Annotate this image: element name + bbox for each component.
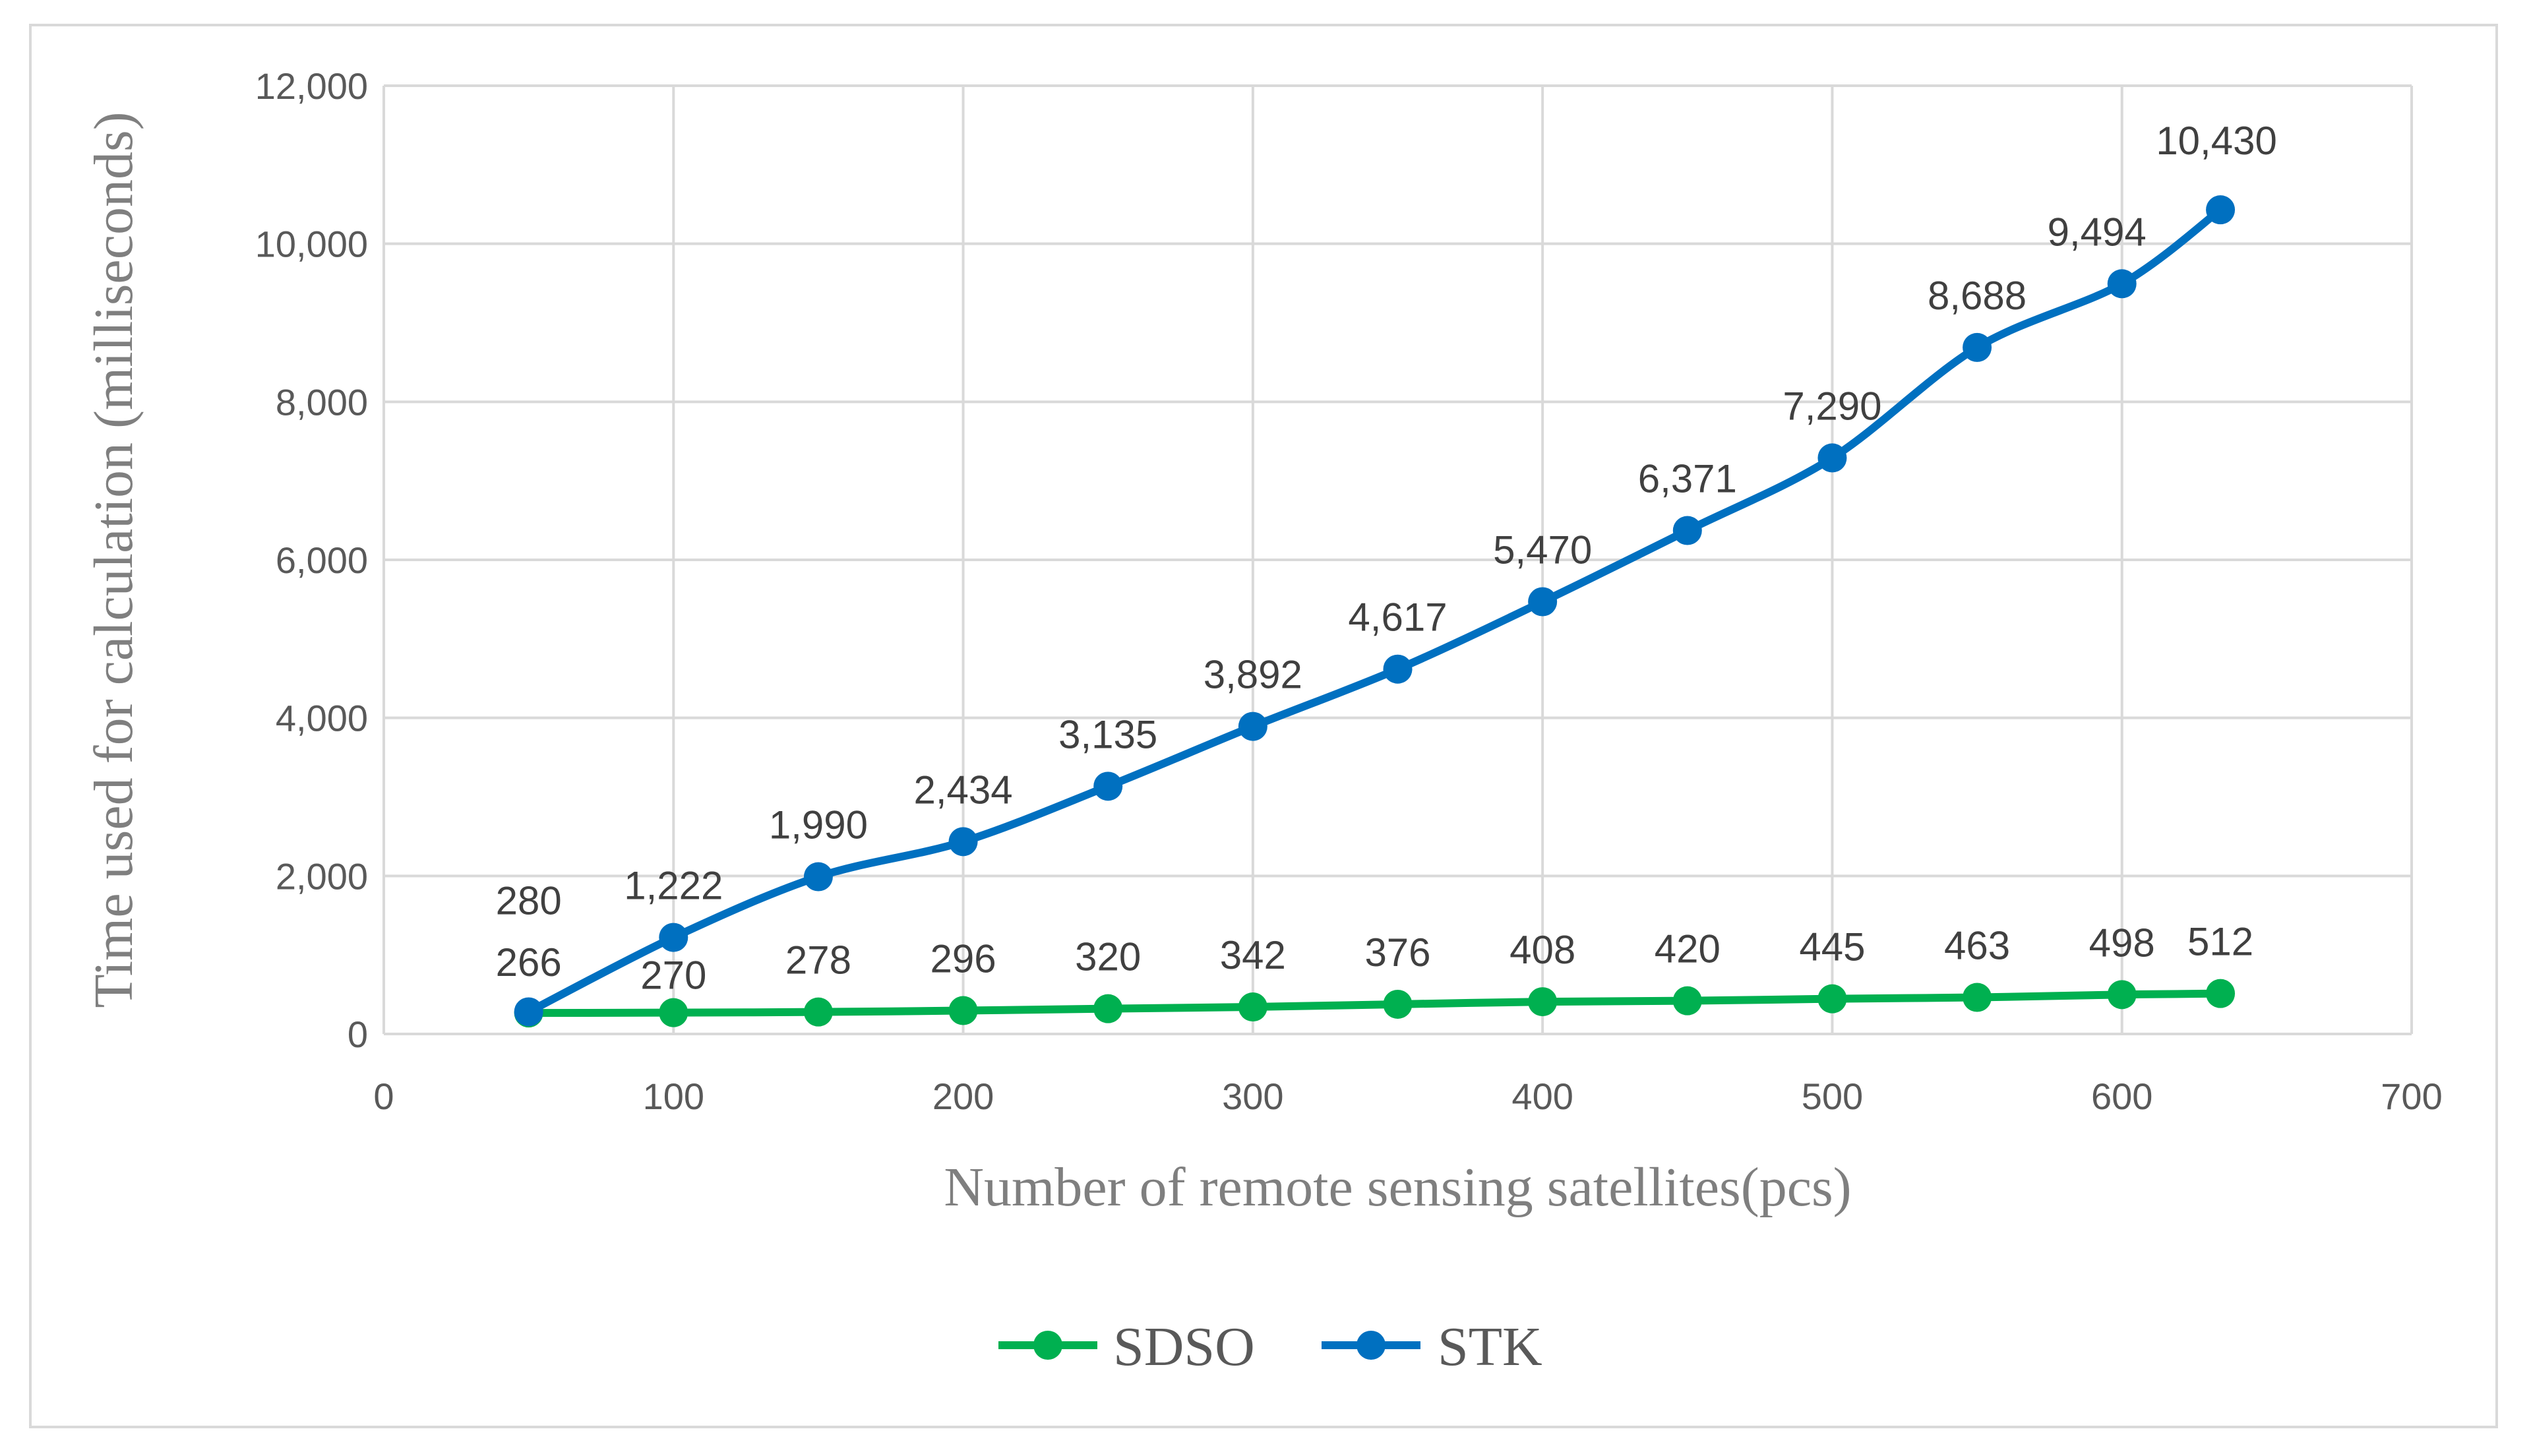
sdso-point <box>659 998 688 1027</box>
legend-stk-label: STK <box>1438 1316 1542 1378</box>
stk-point <box>948 827 978 857</box>
legend: SDSO STK <box>998 1316 1542 1378</box>
y-tick-label: 10,000 <box>255 224 368 265</box>
sdso-data-label: 408 <box>1509 928 1575 972</box>
sdso-data-label: 420 <box>1655 927 1721 971</box>
stk-data-label: 1,222 <box>624 864 723 908</box>
sdso-point <box>1093 994 1123 1023</box>
sdso-data-label: 278 <box>785 938 851 983</box>
sdso-data-label: 463 <box>1944 924 2010 968</box>
stk-data-label: 4,617 <box>1348 595 1447 640</box>
sdso-point <box>1238 992 1267 1022</box>
x-axis-title: Number of remote sensing satellites(pcs) <box>944 1157 1851 1218</box>
y-tick-label: 12,000 <box>255 65 368 107</box>
sdso-point <box>1383 989 1413 1019</box>
sdso-data-label: 266 <box>496 940 562 985</box>
sdso-data-label: 445 <box>1799 925 1865 969</box>
stk-point <box>1238 712 1267 741</box>
sdso-data-label: 342 <box>1220 933 1286 977</box>
data-labels: 266 270 278 296 320 342 376 408 420 445 463 498 512 2… <box>496 119 2277 998</box>
series <box>514 195 2236 1028</box>
stk-point <box>2206 195 2236 225</box>
stk-point <box>803 862 833 892</box>
stk-point <box>2107 269 2137 299</box>
sdso-point <box>1528 987 1558 1017</box>
x-tick-label: 700 <box>2381 1076 2442 1117</box>
sdso-point <box>803 997 833 1027</box>
legend-sdso-marker <box>1033 1331 1062 1360</box>
stk-data-label: 3,892 <box>1204 653 1302 697</box>
stk-point <box>659 923 688 952</box>
sdso-point <box>1963 983 1992 1012</box>
legend-item-stk[interactable]: STK <box>1322 1316 1542 1378</box>
stk-data-label: 1,990 <box>769 803 868 847</box>
sdso-point <box>2206 979 2236 1008</box>
stk-data-label: 6,371 <box>1638 457 1737 501</box>
stk-data-label: 2,434 <box>913 768 1012 812</box>
stk-data-label: 5,470 <box>1493 528 1592 572</box>
legend-stk-marker <box>1357 1331 1386 1360</box>
x-tick-label: 200 <box>932 1076 994 1117</box>
sdso-point <box>2107 980 2137 1010</box>
axes: 0 2,000 4,000 6,000 8,000 10,000 12,000 0 100 200… <box>255 65 2443 1117</box>
sdso-point <box>948 996 978 1025</box>
sdso-point <box>1672 986 1702 1016</box>
legend-item-sdso[interactable]: SDSO <box>998 1316 1255 1378</box>
x-tick-label: 0 <box>373 1076 394 1117</box>
stk-point <box>1383 654 1413 684</box>
sdso-data-label: 512 <box>2187 920 2253 964</box>
x-tick-label: 600 <box>2091 1076 2152 1117</box>
stk-point <box>1817 443 1847 473</box>
stk-point <box>1528 587 1558 617</box>
stk-point <box>1963 332 1992 362</box>
legend-sdso-label: SDSO <box>1113 1316 1255 1378</box>
x-tick-label: 300 <box>1222 1076 1283 1117</box>
stk-point <box>1093 772 1123 801</box>
y-tick-label: 0 <box>348 1014 368 1055</box>
stk-data-label: 7,290 <box>1783 384 1881 428</box>
sdso-data-label: 498 <box>2089 921 2155 965</box>
stk-data-label: 280 <box>496 878 562 923</box>
y-tick-label: 4,000 <box>276 698 368 739</box>
sdso-data-label: 296 <box>930 937 996 981</box>
y-tick-label: 6,000 <box>276 539 368 581</box>
sdso-point <box>1817 984 1847 1014</box>
sdso-data-label: 376 <box>1364 930 1430 975</box>
x-tick-label: 400 <box>1511 1076 1573 1117</box>
stk-data-label: 8,688 <box>1928 274 2027 318</box>
stk-data-label: 10,430 <box>2156 119 2277 163</box>
stk-data-label: 3,135 <box>1058 712 1157 756</box>
y-tick-label: 8,000 <box>276 381 368 423</box>
stk-data-label: 9,494 <box>2048 210 2147 254</box>
x-tick-label: 100 <box>643 1076 704 1117</box>
sdso-data-label: 270 <box>640 954 706 998</box>
gridlines <box>382 84 2413 1035</box>
stk-point <box>514 997 543 1027</box>
stk-point <box>1672 516 1702 545</box>
sdso-data-label: 320 <box>1075 935 1141 979</box>
x-tick-label: 500 <box>1802 1076 1863 1117</box>
y-axis-title: Time used for calculation (milliseconds) <box>83 111 144 1008</box>
y-tick-label: 2,000 <box>276 855 368 897</box>
